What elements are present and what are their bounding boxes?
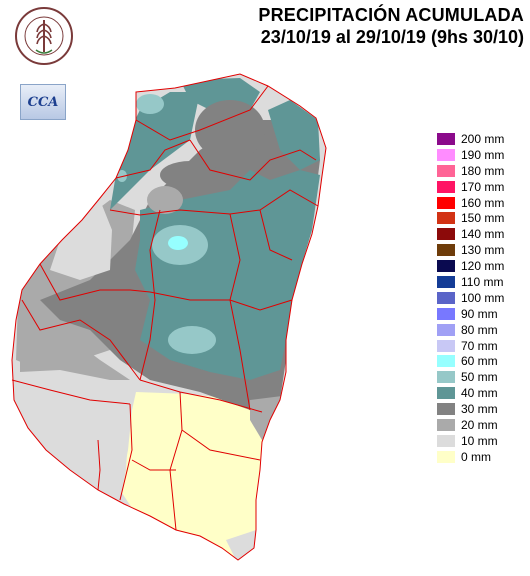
cca-label: CCA (27, 94, 59, 110)
legend-item: 20 mm (436, 417, 504, 433)
map-title: PRECIPITACIÓN ACUMULADA (258, 5, 524, 25)
legend-item: 180 mm (436, 163, 504, 179)
legend-label: 50 mm (461, 370, 498, 385)
legend-label: 160 mm (461, 195, 505, 210)
legend-label: 0 mm (461, 449, 491, 464)
legend-swatch (436, 195, 456, 210)
legend-item: 40 mm (436, 385, 504, 401)
legend-item: 130 mm (436, 242, 504, 258)
legend-swatch (436, 243, 456, 258)
legend-item: 70 mm (436, 338, 504, 354)
legend-label: 20 mm (461, 417, 498, 432)
legend-swatch (436, 211, 456, 226)
legend-label: 70 mm (461, 338, 498, 353)
legend-item: 190 mm (436, 147, 504, 163)
legend-swatch (436, 386, 456, 401)
legend-swatch (436, 274, 456, 289)
legend-item: 0 mm (436, 449, 504, 465)
bolsa-de-cereales-seal-icon (15, 7, 73, 65)
legend-swatch (436, 417, 456, 432)
legend-label: 180 mm (461, 163, 505, 178)
legend-item: 140 mm (436, 226, 504, 242)
legend-swatch (436, 354, 456, 369)
legend-label: 10 mm (461, 433, 498, 448)
legend-swatch (436, 147, 456, 162)
legend-label: 140 mm (461, 227, 505, 242)
legend-label: 100 mm (461, 290, 505, 305)
legend-item: 80 mm (436, 322, 504, 338)
legend-item: 10 mm (436, 433, 504, 449)
legend-item: 100 mm (436, 290, 504, 306)
legend-swatch (436, 259, 456, 274)
legend-swatch (436, 290, 456, 305)
legend-label: 40 mm (461, 386, 498, 401)
legend-swatch (436, 131, 456, 146)
legend-label: 190 mm (461, 147, 505, 162)
legend-swatch (436, 322, 456, 337)
legend-label: 120 mm (461, 259, 505, 274)
legend-item: 200 mm (436, 131, 504, 147)
cca-logo: CCA (20, 84, 66, 120)
legend-label: 60 mm (461, 354, 498, 369)
legend-item: 60 mm (436, 353, 504, 369)
legend-swatch (436, 370, 456, 385)
legend-item: 90 mm (436, 306, 504, 322)
legend-item: 150 mm (436, 210, 504, 226)
legend-swatch (436, 163, 456, 178)
map-period: 23/10/19 al 29/10/19 (9hs 30/10) (260, 27, 524, 47)
legend-label: 150 mm (461, 211, 505, 226)
legend-item: 50 mm (436, 369, 504, 385)
legend-label: 200 mm (461, 131, 505, 146)
legend-item: 160 mm (436, 195, 504, 211)
precipitation-map (11, 73, 327, 561)
legend-swatch (436, 306, 456, 321)
legend-label: 130 mm (461, 243, 505, 258)
legend-swatch (436, 402, 456, 417)
legend-label: 80 mm (461, 322, 498, 337)
legend-label: 30 mm (461, 402, 498, 417)
legend-swatch (436, 433, 456, 448)
header: PRECIPITACIÓN ACUMULADA 23/10/19 al 29/1… (258, 4, 524, 48)
legend-item: 30 mm (436, 401, 504, 417)
precipitation-legend: 200 mm 190 mm 180 mm 170 mm 160 mm 150 mm 140 … (436, 131, 504, 465)
legend-label: 170 mm (461, 179, 505, 194)
legend-swatch (436, 227, 456, 242)
legend-swatch (436, 179, 456, 194)
legend-item: 170 mm (436, 179, 504, 195)
legend-swatch (436, 449, 456, 464)
legend-item: 110 mm (436, 274, 504, 290)
legend-swatch (436, 338, 456, 353)
legend-label: 110 mm (461, 274, 504, 289)
legend-item: 120 mm (436, 258, 504, 274)
legend-label: 90 mm (461, 306, 498, 321)
